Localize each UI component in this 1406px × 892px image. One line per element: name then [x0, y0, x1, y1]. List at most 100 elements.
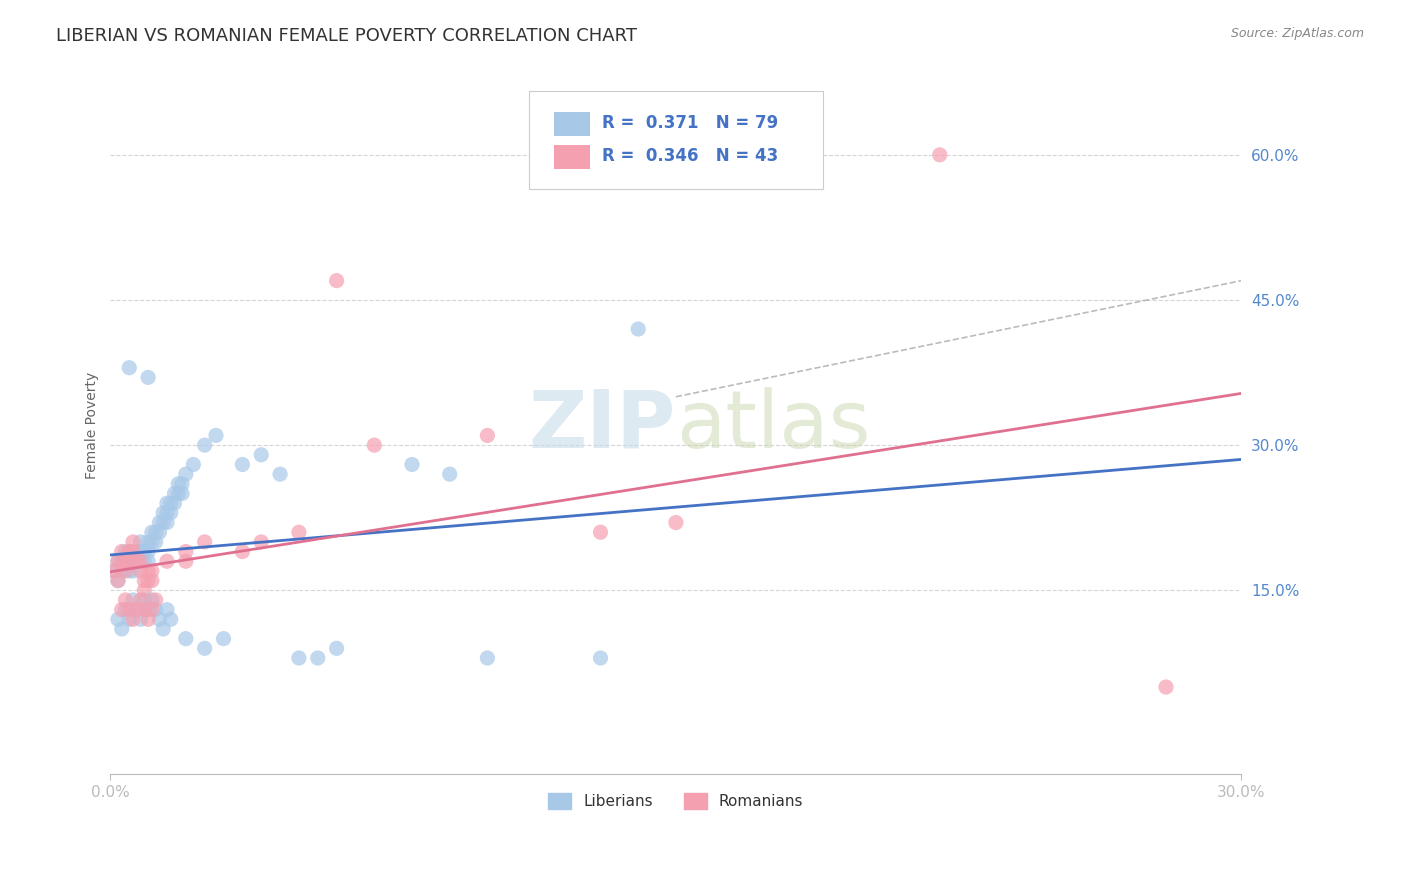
Point: [118, 602, 141, 616]
Point: [125, 602, 148, 616]
Point: [129, 535, 152, 549]
Point: [148, 612, 170, 626]
Point: [118, 544, 141, 558]
Point: [194, 535, 217, 549]
Point: [156, 496, 179, 510]
Point: [194, 438, 217, 452]
Text: atlas: atlas: [676, 387, 870, 465]
FancyBboxPatch shape: [529, 91, 823, 189]
Point: [129, 564, 152, 578]
Point: [152, 622, 174, 636]
Point: [401, 458, 423, 472]
Point: [122, 593, 145, 607]
Point: [159, 506, 181, 520]
Point: [152, 506, 174, 520]
Point: [156, 516, 179, 530]
Point: [118, 564, 141, 578]
Point: [141, 574, 163, 588]
Point: [122, 564, 145, 578]
Bar: [554, 112, 591, 136]
Point: [439, 467, 461, 482]
Point: [111, 554, 134, 568]
Point: [1154, 680, 1177, 694]
Point: [129, 544, 152, 558]
Point: [114, 554, 136, 568]
Point: [118, 554, 141, 568]
Point: [288, 525, 311, 540]
Point: [141, 564, 163, 578]
Point: [928, 148, 950, 162]
Point: [122, 544, 145, 558]
Point: [136, 602, 159, 616]
Point: [250, 448, 273, 462]
Point: [159, 496, 181, 510]
Text: LIBERIAN VS ROMANIAN FEMALE POVERTY CORRELATION CHART: LIBERIAN VS ROMANIAN FEMALE POVERTY CORR…: [56, 27, 637, 45]
Point: [107, 612, 129, 626]
Text: Source: ZipAtlas.com: Source: ZipAtlas.com: [1230, 27, 1364, 40]
Point: [174, 632, 197, 646]
Point: [159, 612, 181, 626]
Point: [129, 554, 152, 568]
Point: [163, 486, 186, 500]
Point: [107, 554, 129, 568]
Point: [170, 476, 193, 491]
Point: [156, 602, 179, 616]
Point: [122, 554, 145, 568]
Point: [118, 554, 141, 568]
Point: [114, 554, 136, 568]
Point: [325, 274, 347, 288]
Point: [307, 651, 329, 665]
Y-axis label: Female Poverty: Female Poverty: [86, 372, 100, 479]
Point: [134, 593, 156, 607]
Point: [325, 641, 347, 656]
Point: [156, 506, 179, 520]
Point: [136, 544, 159, 558]
Point: [174, 544, 197, 558]
Point: [141, 593, 163, 607]
Point: [170, 486, 193, 500]
Text: ZIP: ZIP: [529, 387, 676, 465]
Point: [141, 525, 163, 540]
Point: [129, 593, 152, 607]
Point: [125, 602, 148, 616]
Point: [129, 612, 152, 626]
Text: R =  0.346   N = 43: R = 0.346 N = 43: [602, 147, 779, 165]
Legend: Liberians, Romanians: Liberians, Romanians: [543, 787, 810, 815]
Point: [136, 535, 159, 549]
Point: [205, 428, 228, 442]
Point: [477, 428, 499, 442]
Point: [665, 516, 688, 530]
Point: [136, 370, 159, 384]
Point: [136, 554, 159, 568]
Point: [141, 535, 163, 549]
Point: [125, 544, 148, 558]
Point: [250, 535, 273, 549]
Point: [145, 593, 167, 607]
Point: [152, 516, 174, 530]
Point: [134, 544, 156, 558]
Point: [107, 554, 129, 568]
Point: [114, 564, 136, 578]
Point: [114, 593, 136, 607]
Point: [231, 458, 253, 472]
Point: [136, 564, 159, 578]
Point: [122, 612, 145, 626]
Point: [141, 602, 163, 616]
Point: [125, 554, 148, 568]
Point: [194, 641, 217, 656]
Point: [174, 554, 197, 568]
Point: [134, 583, 156, 598]
Point: [167, 486, 190, 500]
Point: [363, 438, 385, 452]
Point: [288, 651, 311, 665]
Point: [145, 535, 167, 549]
Point: [174, 467, 197, 482]
Point: [122, 535, 145, 549]
Point: [134, 574, 156, 588]
Point: [111, 554, 134, 568]
Bar: [554, 145, 591, 169]
Point: [114, 544, 136, 558]
Point: [477, 651, 499, 665]
Point: [134, 554, 156, 568]
Point: [111, 602, 134, 616]
